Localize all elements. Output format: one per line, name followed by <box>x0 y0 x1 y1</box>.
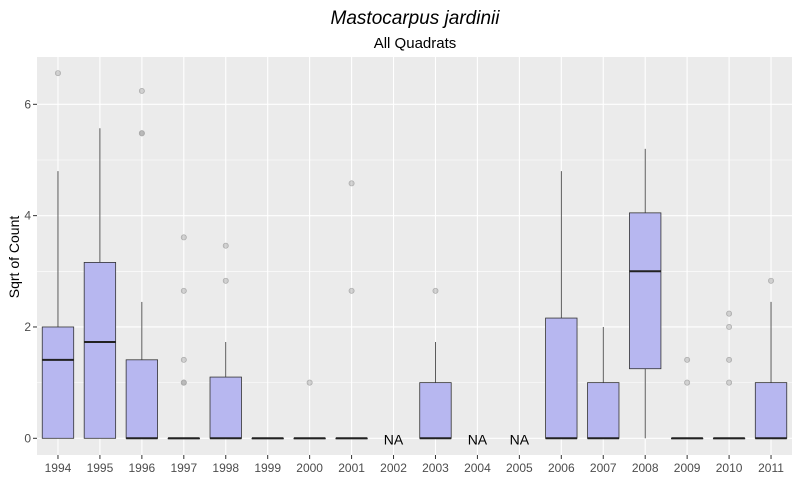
x-tick-label: 2005 <box>506 461 533 475</box>
x-tick-label: 2007 <box>590 461 617 475</box>
box-2011 <box>754 277 788 440</box>
outlier-point <box>726 324 733 330</box>
outlier-point <box>222 242 229 249</box>
y-tick-label: 0 <box>24 431 31 445</box>
x-tick-label: 1999 <box>254 461 281 475</box>
box-body <box>545 317 578 439</box>
outlier-point <box>55 70 61 77</box>
box-1995 <box>83 128 117 439</box>
box-body <box>587 382 620 439</box>
outlier-point <box>180 379 187 386</box>
x-tick-label: 1994 <box>45 461 72 475</box>
outlier-point <box>180 287 187 294</box>
outlier-point <box>180 356 187 363</box>
x-tick-label: 1995 <box>87 461 114 475</box>
box-body <box>125 359 158 439</box>
na-label: NA <box>510 431 530 447</box>
box-2000 <box>293 379 326 440</box>
outlier-point <box>726 310 733 317</box>
x-tick-label: 1997 <box>170 461 197 475</box>
x-tick-label: 1998 <box>212 461 239 475</box>
outlier-point <box>684 356 691 363</box>
box-body <box>83 262 117 439</box>
box-1994 <box>41 70 75 439</box>
outlier-point <box>306 379 313 386</box>
y-tick-label: 6 <box>24 97 31 111</box>
outlier-point <box>180 234 187 241</box>
outlier-point <box>432 287 439 294</box>
box-body <box>419 382 452 439</box>
box-2006 <box>545 171 578 440</box>
na-label: NA <box>468 431 488 447</box>
x-tick-label: 2010 <box>716 461 743 475</box>
box-2005: NA <box>510 431 530 447</box>
box-body <box>629 212 662 370</box>
box-1997 <box>167 234 200 440</box>
box-2003 <box>419 287 452 440</box>
x-tick-label: 2002 <box>380 461 407 475</box>
box-2001 <box>335 180 368 440</box>
outlier-point <box>348 180 355 187</box>
y-tick-label: 4 <box>24 209 31 223</box>
box-series: NA NA NA <box>41 70 788 447</box>
box-body <box>209 376 242 439</box>
chart-subtitle: All Quadrats <box>374 35 457 52</box>
x-tick-label: 2006 <box>548 461 575 475</box>
box-2010 <box>712 310 746 440</box>
na-label: NA <box>384 431 404 447</box>
box-1999 <box>251 437 284 440</box>
x-tick-label: 2001 <box>338 461 365 475</box>
outlier-point <box>726 356 733 363</box>
box-body <box>754 382 788 439</box>
box-2002: NA <box>384 431 404 447</box>
y-axis-ticks: 0 2 4 6 <box>24 97 37 445</box>
x-tick-label: 2003 <box>422 461 449 475</box>
box-1998 <box>209 242 242 440</box>
box-1996 <box>125 88 158 440</box>
outlier-point <box>138 88 145 94</box>
box-2007 <box>587 326 620 440</box>
box-body <box>41 326 75 439</box>
outlier-point <box>768 277 774 284</box>
outlier-point <box>684 379 691 386</box>
box-2008 <box>629 148 662 439</box>
x-tick-label: 2004 <box>464 461 491 475</box>
y-axis-label: Sqrt of Count <box>6 216 22 299</box>
x-tick-label: 1996 <box>129 461 156 475</box>
y-tick-label: 2 <box>24 320 31 334</box>
box-2004: NA <box>468 431 488 447</box>
x-tick-label: 2008 <box>632 461 659 475</box>
chart-title: Mastocarpus jardinii <box>331 8 501 29</box>
box-2009 <box>671 356 704 440</box>
x-tick-label: 2011 <box>758 461 784 475</box>
x-tick-label: 2000 <box>296 461 323 475</box>
outlier-point <box>138 130 145 137</box>
outlier-point <box>222 277 229 284</box>
outlier-point <box>726 379 733 386</box>
outlier-point <box>348 287 355 294</box>
plot-panel <box>37 57 792 455</box>
x-tick-label: 2009 <box>674 461 701 475</box>
x-axis-ticks: 1994 1995 1996 1997 1998 1999 2000 2001 2002 2003… <box>45 455 784 475</box>
